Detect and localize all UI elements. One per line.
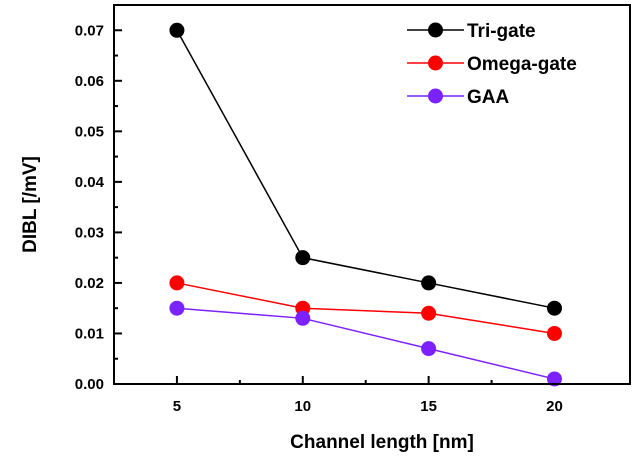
x-tick-label: 20 <box>546 398 563 415</box>
legend-marker <box>428 22 443 38</box>
series-tri-gate <box>169 22 562 316</box>
legend-label: Tri-gate <box>467 21 536 42</box>
legend-marker <box>428 88 443 104</box>
plot-frame <box>113 4 631 385</box>
data-point-tri-gate <box>169 22 185 38</box>
legend-item-omega-gate: Omega-gate <box>407 54 577 75</box>
legend-item-tri-gate: Tri-gate <box>407 21 536 42</box>
y-tick-label: 0.04 <box>75 174 105 191</box>
data-point-omega-gate <box>546 325 562 341</box>
tick-labels: 0.00 0.01 0.02 0.03 0.04 0.05 0.06 0.07 5 10 15 20 <box>75 22 563 415</box>
data-point-tri-gate <box>546 300 562 316</box>
data-point-omega-gate <box>169 275 185 291</box>
y-tick-label: 0.07 <box>75 22 104 39</box>
series-line-omega-gate <box>176 282 555 335</box>
legend-label: Omega-gate <box>467 54 577 75</box>
data-point-gaa <box>421 341 437 357</box>
y-tick-label: 0.02 <box>75 275 104 292</box>
data-point-gaa <box>169 300 185 316</box>
series-layer <box>169 22 562 387</box>
legend: Tri-gate Omega-gate GAA <box>407 21 577 108</box>
series-gaa <box>169 300 562 387</box>
series-omega-gate <box>169 275 562 341</box>
data-point-gaa <box>295 310 311 326</box>
axis-ticks <box>114 29 556 385</box>
x-tick-label: 5 <box>173 398 181 415</box>
x-axis-title: Channel length [nm] <box>290 432 474 453</box>
legend-item-gaa: GAA <box>407 87 510 108</box>
y-tick-label: 0.06 <box>75 73 104 90</box>
series-line-gaa <box>176 307 555 380</box>
x-tick-label: 15 <box>420 398 437 415</box>
legend-marker <box>428 55 443 71</box>
series-line-tri-gate <box>176 29 555 309</box>
y-tick-label: 0.05 <box>75 123 104 140</box>
y-tick-label: 0.03 <box>75 224 104 241</box>
x-tick-label: 10 <box>294 398 311 415</box>
data-point-gaa <box>546 371 562 387</box>
legend-label: GAA <box>467 87 510 108</box>
data-point-omega-gate <box>421 305 437 321</box>
data-point-tri-gate <box>421 275 437 291</box>
y-axis-title: DIBL [/mV] <box>20 156 41 253</box>
data-point-tri-gate <box>295 250 311 266</box>
y-tick-label: 0.01 <box>75 325 104 342</box>
y-tick-label: 0.00 <box>75 376 104 393</box>
